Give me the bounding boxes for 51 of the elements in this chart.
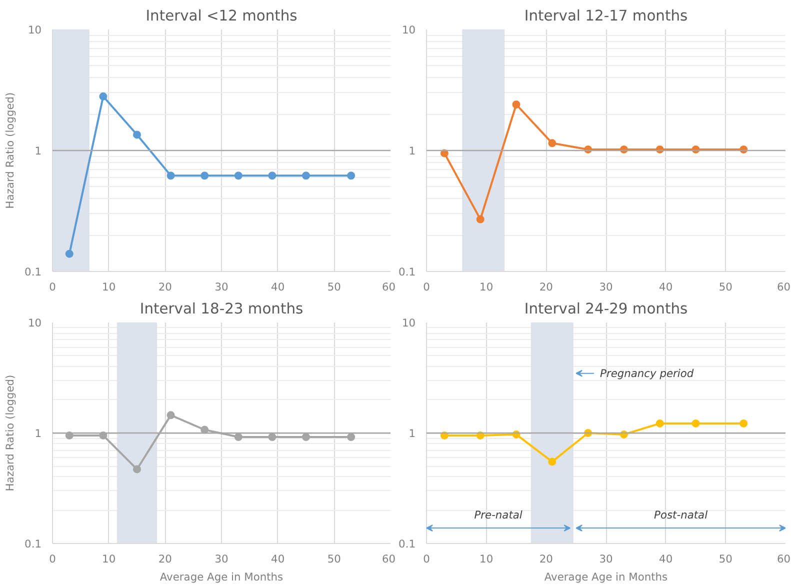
x-tick-label: 30 [214,552,228,566]
y-tick-label: 1 [34,427,42,440]
x-tick-label: 50 [718,280,733,294]
y-tick-label: 10 [28,316,42,330]
y-tick-label: 10 [402,24,416,36]
chart-title: Interval 12-17 months [524,8,688,24]
x-tick-label: 60 [776,552,791,566]
y-tick-label: 0.1 [398,538,416,550]
x-tick-label: 0 [49,280,56,294]
x-tick-label: 30 [599,280,613,294]
chart-title: Interval 24-29 months [524,300,688,318]
y-tick-label: 0.1 [24,266,42,278]
y-axis-title: Hazard Ratio (logged) [4,374,17,492]
x-tick-label: 40 [659,280,673,294]
x-axis-title: Average Age in Months [160,570,284,584]
y-tick-label: 1 [408,427,416,440]
x-tick-label: 20 [158,552,172,566]
x-tick-label: 60 [382,280,396,294]
x-tick-label: 10 [480,552,494,566]
y-tick-label: 10 [28,24,42,36]
x-axis-title: Average Age in Months [544,570,668,584]
annotation: Pregnancy period [600,366,694,380]
x-tick-label: 20 [539,552,554,566]
x-tick-label: 60 [776,280,791,294]
annotation: Pre-natal [474,508,522,522]
x-tick-label: 20 [158,280,172,294]
x-tick-label: 50 [718,552,733,566]
x-tick-label: 30 [599,552,613,566]
x-tick-label: 20 [539,280,554,294]
y-tick-label: 1 [408,144,416,158]
y-tick-label: 1 [34,144,42,158]
x-tick-label: 10 [102,280,116,294]
y-tick-label: 10 [402,316,416,330]
x-tick-label: 40 [659,552,673,566]
y-tick-label: 0.1 [24,538,42,550]
x-tick-label: 10 [102,552,116,566]
chart-title: Interval <12 months [146,8,298,24]
x-tick-label: 50 [327,280,342,294]
x-tick-label: 50 [327,552,342,566]
x-tick-label: 0 [423,280,430,294]
annotation: Post-natal [654,508,708,522]
x-tick-label: 40 [271,280,285,294]
y-axis-title: Hazard Ratio (logged) [4,92,17,209]
x-tick-label: 0 [49,552,56,566]
chart-title: Interval 18-23 months [140,300,304,318]
x-tick-label: 0 [423,552,430,566]
x-tick-label: 10 [480,280,494,294]
x-tick-label: 40 [271,552,285,566]
y-tick-label: 0.1 [398,266,416,278]
x-tick-label: 30 [214,280,228,294]
x-tick-label: 60 [382,552,396,566]
